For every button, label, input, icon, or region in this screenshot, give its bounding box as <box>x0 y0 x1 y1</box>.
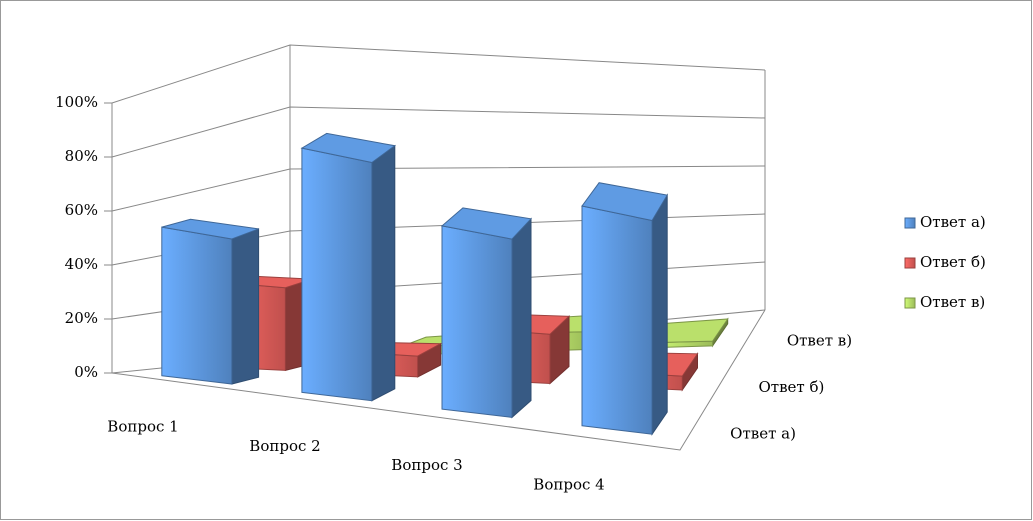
y-tick-label: 0% <box>74 363 98 381</box>
bar-front <box>161 226 233 385</box>
bar-top <box>581 182 668 222</box>
legend-swatch <box>904 297 916 309</box>
y-tick-label: 80% <box>65 147 98 165</box>
y-tick-label: 60% <box>65 201 98 219</box>
y-tick-label: 40% <box>65 255 98 273</box>
x-tick-label: Вопрос 1 <box>107 418 178 436</box>
bar-side <box>231 228 260 385</box>
bar-top <box>440 207 533 240</box>
floor-edge <box>111 309 766 451</box>
y-tick-label: 100% <box>55 93 98 111</box>
bar-front <box>441 225 513 418</box>
legend-label: Ответ а) <box>920 213 986 231</box>
x-tick-label: Вопрос 2 <box>249 437 320 455</box>
legend-swatch <box>904 257 916 269</box>
depth-tick-label: Ответ б) <box>759 378 825 396</box>
depth-tick-label: Ответ а) <box>730 425 796 443</box>
depth-tick-label: Ответ в) <box>787 331 852 349</box>
y-tick-label: 20% <box>65 309 98 327</box>
bar-front <box>581 205 653 435</box>
legend-label: Ответ б) <box>920 253 986 271</box>
bar-front <box>301 147 373 402</box>
x-tick-label: Вопрос 4 <box>533 475 604 493</box>
bar-side <box>651 193 668 436</box>
x-tick-label: Вопрос 3 <box>391 456 462 474</box>
legend-swatch <box>904 217 916 229</box>
bar-side <box>511 217 532 419</box>
legend-label: Ответ в) <box>920 293 985 311</box>
bar-top <box>300 132 397 164</box>
bar-top <box>161 218 259 240</box>
bar-side <box>371 144 396 402</box>
